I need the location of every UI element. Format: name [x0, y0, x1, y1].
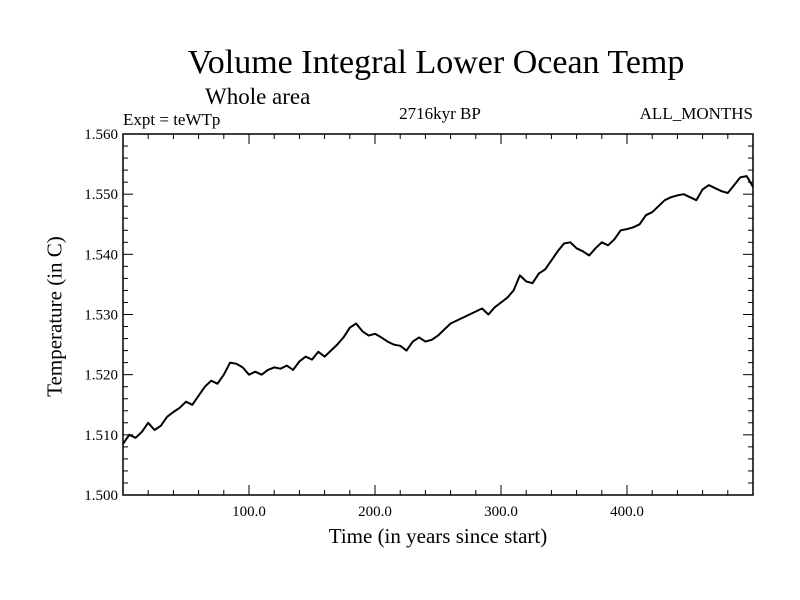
y-tick-label: 1.540: [84, 247, 118, 263]
period-label: 2716kyr BP: [399, 104, 481, 123]
chart-subtitle: Whole area: [205, 84, 311, 109]
y-tick-label: 1.550: [84, 187, 118, 203]
x-tick-label: 100.0: [232, 504, 266, 520]
experiment-label: Expt = teWTp: [123, 110, 221, 129]
chart-title: Volume Integral Lower Ocean Temp: [187, 44, 685, 81]
y-tick-label: 1.560: [84, 127, 118, 143]
x-tick-label: 200.0: [358, 504, 392, 520]
y-tick-label: 1.500: [84, 488, 118, 504]
x-tick-label: 300.0: [484, 504, 518, 520]
x-axis-label: Time (in years since start): [328, 524, 548, 548]
series-line: [122, 175, 754, 445]
months-label: ALL_MONTHS: [639, 104, 753, 123]
y-tick-label: 1.520: [84, 368, 118, 384]
x-tick-label: 400.0: [610, 504, 644, 520]
y-tick-label: 1.510: [84, 428, 118, 444]
plot-frame: [122, 133, 754, 496]
y-tick-label: 1.530: [84, 308, 118, 324]
